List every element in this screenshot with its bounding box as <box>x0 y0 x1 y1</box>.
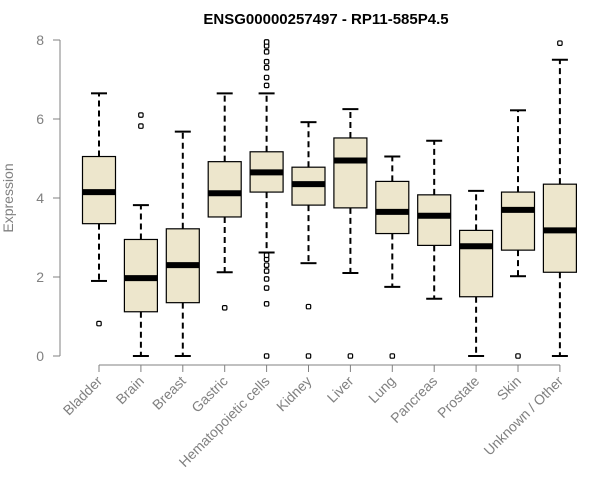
outlier-point <box>263 39 270 45</box>
outlier-point <box>263 353 270 359</box>
box-unknown-other <box>542 40 578 357</box>
outlier-point <box>263 262 270 268</box>
outlier-point <box>263 252 270 259</box>
x-tick-label: Liver <box>324 373 357 406</box>
outlier-point <box>138 123 144 129</box>
x-tick-label: Lung <box>365 373 398 406</box>
iqr-box <box>375 180 410 235</box>
box-prostate <box>459 189 494 357</box>
x-tick-label: Unknown / Other <box>480 373 566 459</box>
x-tick-label: Breast <box>149 373 189 413</box>
iqr-box <box>417 194 452 246</box>
iqr-box <box>500 191 536 251</box>
y-tick-label: 0 <box>36 348 44 364</box>
outlier-point <box>263 82 270 89</box>
outlier-point <box>263 268 270 274</box>
box-brain <box>123 112 159 357</box>
x-tick-label: Prostate <box>434 373 482 421</box>
box-bladder <box>81 92 117 327</box>
y-tick-label: 8 <box>36 32 44 48</box>
box-gastric <box>207 92 242 311</box>
iqr-box <box>459 229 494 298</box>
boxes-group <box>81 39 578 359</box>
iqr-box <box>207 161 242 218</box>
outlier-point <box>138 112 144 118</box>
x-tick-label: Brain <box>113 373 147 407</box>
iqr-box <box>333 137 368 209</box>
outlier-point <box>263 64 270 71</box>
x-tick-label: Kidney <box>273 373 315 415</box>
outlier-point <box>347 353 354 359</box>
x-tick-label: Pancreas <box>387 373 440 426</box>
box-lung <box>375 155 410 359</box>
box-kidney <box>291 121 326 359</box>
outlier-point <box>263 285 270 291</box>
chart-title: ENSG00000257497 - RP11-585P4.5 <box>203 11 448 28</box>
outlier-point <box>557 40 563 46</box>
box-hematopoietic-cells <box>249 39 284 359</box>
y-tick-label: 2 <box>36 269 44 285</box>
outlier-point <box>305 353 312 359</box>
outlier-point <box>263 301 270 307</box>
outlier-point <box>263 49 270 55</box>
outlier-point <box>221 305 228 311</box>
x-tick-label: Bladder <box>60 373 106 419</box>
outlier-point <box>389 353 396 359</box>
outlier-point <box>305 303 312 310</box>
outlier-point <box>263 58 270 65</box>
y-tick-label: 6 <box>36 111 44 127</box>
outlier-point <box>263 276 270 282</box>
box-breast <box>165 130 200 357</box>
box-pancreas <box>417 139 452 300</box>
outlier-point <box>96 320 102 327</box>
x-tick-label: Skin <box>494 373 525 404</box>
y-axis: 0 2 4 6 8 <box>36 32 61 364</box>
outlier-point <box>515 353 521 359</box>
y-axis-label: Expression <box>0 163 16 232</box>
outlier-point <box>263 74 270 81</box>
box-skin <box>500 109 536 359</box>
box-liver <box>333 108 368 359</box>
y-tick-label: 4 <box>36 190 44 206</box>
